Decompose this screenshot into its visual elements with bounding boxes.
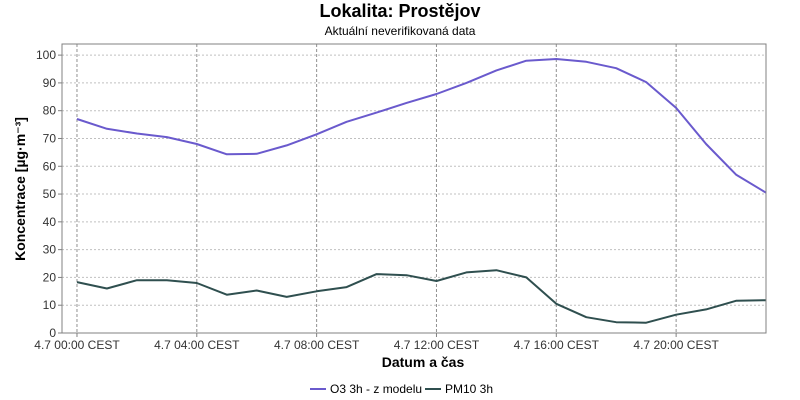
y-tick-label: 10 (43, 298, 57, 312)
y-tick-label: 100 (36, 48, 56, 62)
y-axis: 0 10 20 30 40 50 60 70 80 90 100 (36, 48, 62, 340)
x-tick-label: 4.7 04:00 CEST (154, 338, 240, 352)
y-tick-label: 50 (43, 187, 57, 201)
y-tick-label: 90 (43, 76, 57, 90)
legend-label: PM10 3h (445, 382, 493, 396)
x-axis: 4.7 00:00 CEST 4.7 04:00 CEST 4.7 08:00 CE… (34, 333, 719, 352)
y-tick-label: 0 (49, 326, 56, 340)
y-tick-label: 60 (43, 159, 57, 173)
x-tick-label: 4.7 08:00 CEST (274, 338, 360, 352)
x-tick-label: 4.7 00:00 CEST (34, 338, 120, 352)
plot-area (62, 44, 766, 333)
series-line-1 (76, 269, 767, 324)
y-tick-label: 20 (43, 270, 57, 284)
y-tick-label: 40 (43, 215, 57, 229)
series-layer (76, 58, 767, 324)
legend-label: O3 3h - z modelu (330, 382, 422, 396)
y-tick-label: 30 (43, 243, 57, 257)
x-axis-title: Datum a čas (382, 354, 465, 370)
x-tick-label: 4.7 20:00 CEST (633, 338, 719, 352)
y-tick-label: 80 (43, 104, 57, 118)
grid (62, 44, 766, 334)
series-line-0 (76, 58, 767, 194)
chart-subtitle: Aktuální neverifikovaná data (325, 24, 476, 38)
legend: O3 3h - z modelu PM10 3h (310, 382, 493, 396)
x-tick-label: 4.7 12:00 CEST (394, 338, 480, 352)
y-tick-label: 70 (43, 131, 57, 145)
chart-title: Lokalita: Prostějov (319, 1, 480, 21)
plot-border (61, 43, 767, 334)
x-tick-label: 4.7 16:00 CEST (514, 338, 600, 352)
y-axis-title: Koncentrace [µg·m⁻³] (12, 117, 28, 261)
